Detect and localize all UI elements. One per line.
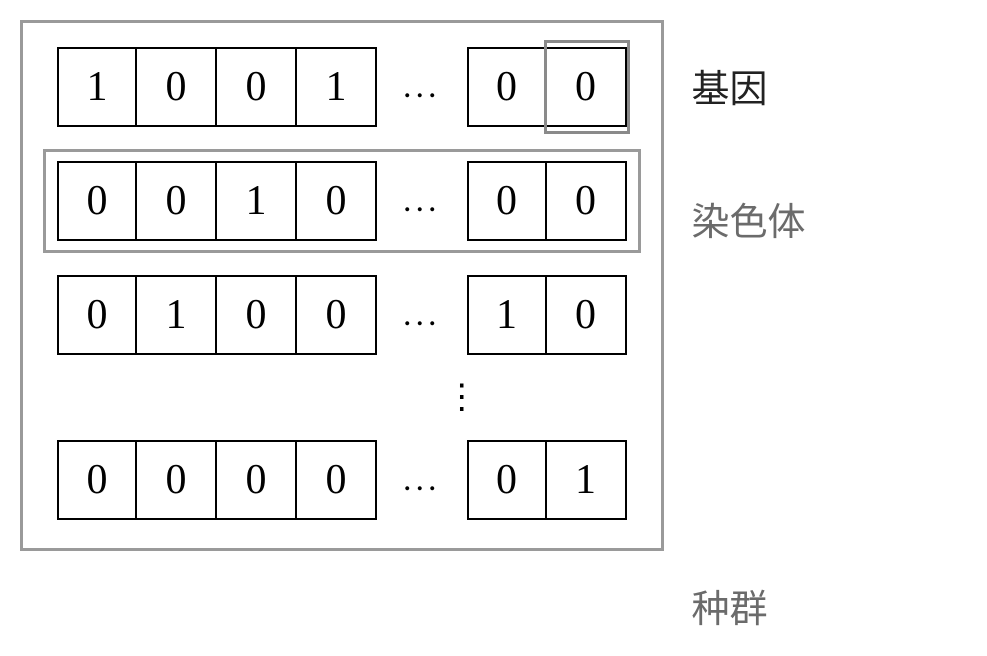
cell-group-left: 0 0 1 0 (57, 161, 377, 241)
gene-cell: 0 (467, 440, 547, 520)
label-chromosome: 染色体 (692, 191, 806, 246)
cell-group-right: 1 0 (467, 275, 627, 355)
gene-cell: 0 (217, 440, 297, 520)
gene-cell: 0 (57, 275, 137, 355)
cell-group-right: 0 0 (467, 161, 627, 241)
gene-cell: 0 (297, 440, 377, 520)
horizontal-ellipsis: ... (403, 68, 441, 106)
gene-cell: 0 (547, 275, 627, 355)
cell-group-left: 0 0 0 0 (57, 440, 377, 520)
label-gene: 基因 (692, 58, 806, 113)
cell-group-right: 0 1 (467, 440, 627, 520)
gene-cell: 1 (547, 440, 627, 520)
gene-cell: 0 (297, 161, 377, 241)
horizontal-ellipsis: ... (403, 461, 441, 499)
labels-column: 基因 染色体 种群 (692, 20, 806, 633)
gene-cell: 0 (217, 275, 297, 355)
cell-group-right: 0 0 (467, 47, 627, 127)
horizontal-ellipsis: ... (403, 296, 441, 334)
cell-group-left: 1 0 0 1 (57, 47, 377, 127)
label-population: 种群 (692, 578, 806, 633)
gene-cell: 0 (217, 47, 297, 127)
gene-cell: 0 (467, 47, 547, 127)
gene-cell: 1 (467, 275, 547, 355)
gene-cell: 0 (57, 440, 137, 520)
chromosome-row-1: 1 0 0 1 ... 0 0 (57, 47, 627, 127)
gene-cell: 0 (137, 47, 217, 127)
chromosome-row-4: 0 0 0 0 ... 0 1 (57, 440, 627, 520)
cell-group-left: 0 1 0 0 (57, 275, 377, 355)
chromosome-row-3: 0 1 0 0 ... 1 0 (57, 275, 627, 355)
gene-cell: 0 (297, 275, 377, 355)
gene-cell: 1 (137, 275, 217, 355)
horizontal-ellipsis: ... (403, 182, 441, 220)
diagram-wrapper: 1 0 0 1 ... 0 0 0 0 1 0 ... 0 0 (20, 20, 967, 633)
gene-cell: 0 (137, 161, 217, 241)
gene-cell: 0 (137, 440, 217, 520)
gene-cell: 1 (217, 161, 297, 241)
gene-cell: 0 (57, 161, 137, 241)
gene-cell: 0 (547, 161, 627, 241)
gene-cell: 0 (547, 47, 627, 127)
vertical-ellipsis: ⋮ (57, 389, 627, 406)
chromosome-row-2: 0 0 1 0 ... 0 0 (57, 161, 627, 241)
gene-cell: 1 (297, 47, 377, 127)
population-box: 1 0 0 1 ... 0 0 0 0 1 0 ... 0 0 (20, 20, 664, 551)
gene-cell: 1 (57, 47, 137, 127)
gene-cell: 0 (467, 161, 547, 241)
